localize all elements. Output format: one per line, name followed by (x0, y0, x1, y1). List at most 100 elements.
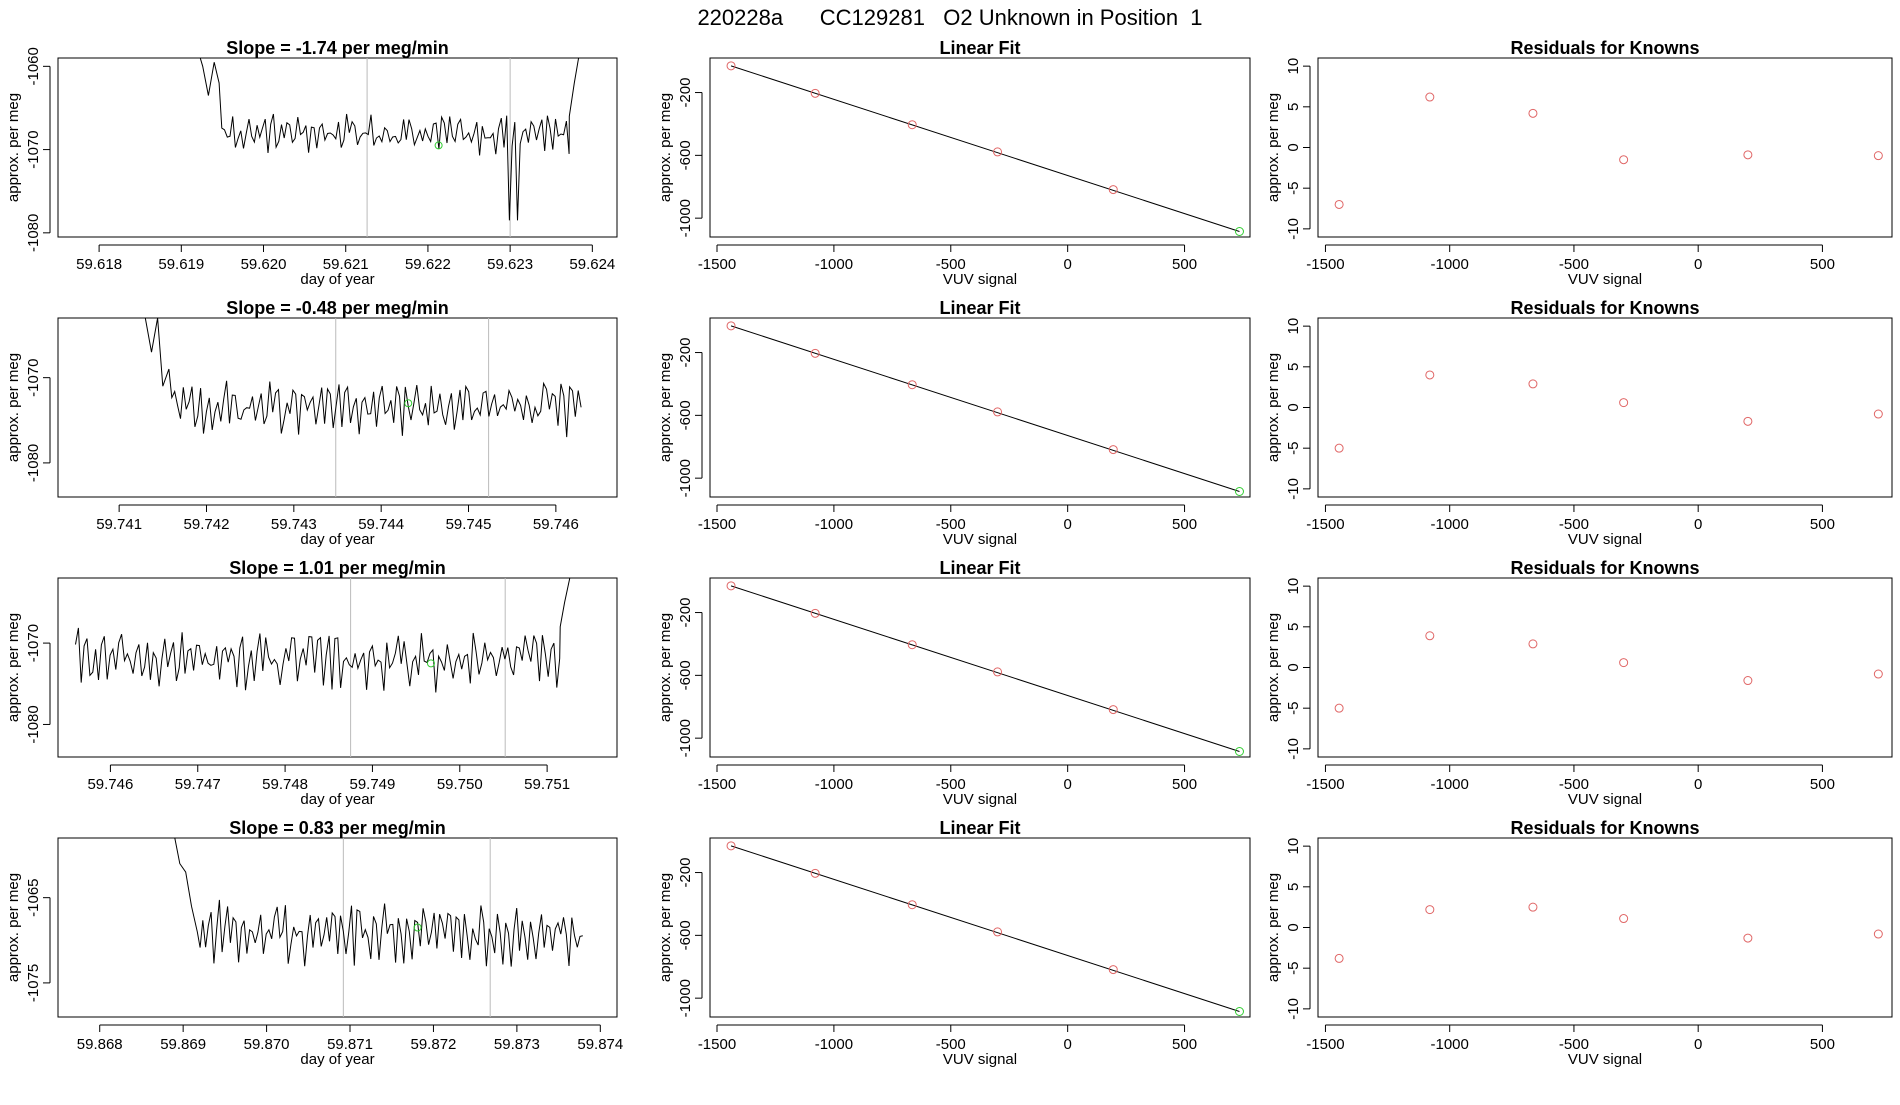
x-axis-label: VUV signal (1568, 531, 1642, 548)
panel-title: Slope = -0.48 per meg/min (226, 298, 449, 318)
plot-area (726, 841, 1244, 1017)
residual-point (1334, 703, 1344, 713)
x-axis-label: VUV signal (943, 271, 1017, 288)
y-tick-label: -200 (677, 598, 694, 628)
y-axis-label: approx. per meg (5, 613, 22, 722)
x-tick-label: -1000 (815, 256, 853, 273)
panel-3-timeseries: Slope = 1.01 per meg/min 59.746 59.747 59.7… (5, 558, 618, 808)
x-tick-label: -1500 (1306, 516, 1344, 533)
y-tick-label: -1000 (677, 979, 694, 1017)
x-tick-label: 59.741 (96, 516, 142, 533)
known-point (1108, 965, 1118, 975)
unknown-point (1234, 1007, 1244, 1017)
x-tick-label: 59.872 (411, 1036, 457, 1053)
x-tick-label: 500 (1810, 1036, 1835, 1053)
x-tick-label: -1500 (1306, 776, 1344, 793)
plot-frame (709, 57, 1251, 238)
fit-line (730, 325, 1240, 492)
y-axis-label: approx. per meg (1265, 353, 1282, 462)
x-tick-label: -500 (936, 256, 966, 273)
fit-line (730, 65, 1240, 232)
panel-3-linear-fit: Linear Fit -1500 -1000 -500 0 500 VUV signal -1… (657, 558, 1251, 808)
data-trace-line (174, 838, 583, 967)
residual-point (1873, 669, 1883, 679)
x-tick-label: 59.620 (241, 256, 287, 273)
x-tick-label: 59.746 (87, 776, 133, 793)
y-tick-label: -600 (677, 400, 694, 430)
x-tick-label: -1000 (1431, 516, 1469, 533)
x-tick-label: 500 (1172, 256, 1197, 273)
x-axis-label: VUV signal (943, 791, 1017, 808)
panel-title: Residuals for Knowns (1510, 558, 1699, 578)
y-tick-label: 5 (1285, 103, 1302, 111)
x-axis-label: VUV signal (943, 1051, 1017, 1068)
residual-point (1528, 379, 1538, 389)
x-tick-label: 59.619 (158, 256, 204, 273)
y-axis-label: approx. per meg (657, 353, 674, 462)
y-tick-label: -10 (1285, 998, 1302, 1020)
residual-point (1528, 902, 1538, 912)
unknown-mean-marker (404, 399, 413, 408)
plot-area (726, 61, 1244, 237)
plot-frame (57, 577, 618, 758)
known-point (810, 348, 820, 358)
known-point (907, 900, 917, 910)
y-tick-label: -1000 (677, 459, 694, 497)
residual-point (1425, 631, 1435, 641)
unknown-point (1234, 747, 1244, 757)
x-tick-label: 59.623 (487, 256, 533, 273)
x-axis-label: VUV signal (1568, 271, 1642, 288)
data-trace-line (144, 318, 582, 438)
plot-area (1334, 902, 1883, 963)
panel-title: Residuals for Knowns (1510, 38, 1699, 58)
x-tick-label: 59.868 (77, 1036, 123, 1053)
y-tick-label: 10 (1285, 58, 1302, 75)
residual-point (1873, 929, 1883, 939)
y-tick-label: 10 (1285, 578, 1302, 595)
x-tick-label: -1500 (698, 516, 736, 533)
residual-point (1528, 639, 1538, 649)
known-point (1108, 705, 1118, 715)
x-tick-label: 59.618 (76, 256, 122, 273)
known-point (1108, 445, 1118, 455)
known-point (907, 380, 917, 390)
y-tick-label: -1070 (25, 624, 42, 662)
x-tick-label: -1000 (815, 776, 853, 793)
y-tick-label: -5 (1285, 442, 1302, 455)
x-axis-label: day of year (300, 791, 374, 808)
y-axis-label: approx. per meg (657, 613, 674, 722)
x-axis-label: day of year (300, 1051, 374, 1068)
x-tick-label: -1000 (815, 516, 853, 533)
residual-point (1334, 199, 1344, 209)
y-tick-label: 10 (1285, 318, 1302, 335)
y-tick-label: -1080 (25, 444, 42, 482)
y-tick-label: 0 (1285, 923, 1302, 931)
residual-point (1425, 92, 1435, 102)
x-tick-label: 59.750 (437, 776, 483, 793)
y-tick-label: -1000 (677, 199, 694, 237)
panel-1-residuals: Residuals for Knowns -1500 -1000 -500 0 500 VU… (1265, 38, 1893, 288)
x-tick-label: 500 (1810, 776, 1835, 793)
x-tick-label: 59.745 (446, 516, 492, 533)
y-tick-label: -600 (677, 660, 694, 690)
x-tick-label: -500 (1559, 776, 1589, 793)
y-tick-label: -600 (677, 140, 694, 170)
unknown-point (1234, 227, 1244, 237)
y-axis-label: approx. per meg (1265, 93, 1282, 202)
y-tick-label: -10 (1285, 218, 1302, 240)
known-point (1108, 185, 1118, 195)
plot-frame (57, 837, 618, 1018)
x-axis-label: VUV signal (1568, 1051, 1642, 1068)
panel-3-residuals: Residuals for Knowns -1500 -1000 -500 0 500 VU… (1265, 558, 1893, 808)
y-axis-label: approx. per meg (1265, 873, 1282, 982)
y-tick-label: -10 (1285, 478, 1302, 500)
plot-area (199, 58, 580, 237)
x-tick-label: 59.870 (244, 1036, 290, 1053)
x-tick-label: -1500 (698, 776, 736, 793)
x-tick-label: 59.869 (160, 1036, 206, 1053)
plot-frame (1317, 317, 1893, 498)
x-tick-label: 59.746 (533, 516, 579, 533)
known-point (726, 841, 736, 851)
residual-point (1743, 676, 1753, 686)
